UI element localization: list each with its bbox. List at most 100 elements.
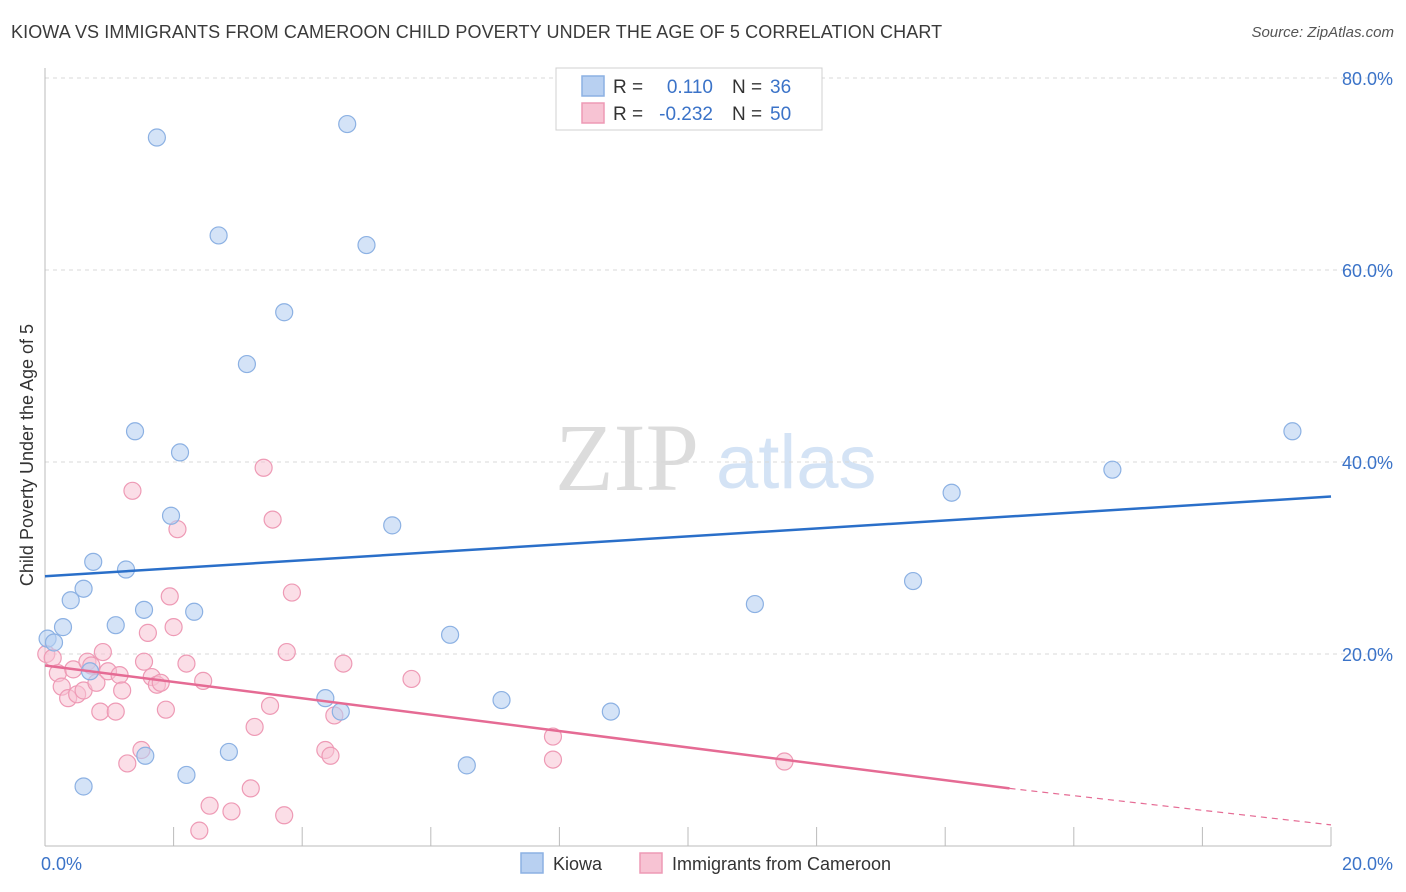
- cameroon-point-18: [123, 481, 142, 500]
- cameroon-point-36: [254, 458, 273, 477]
- series-cameroon-points: [37, 458, 794, 840]
- kiowa-point-19: [237, 354, 257, 374]
- cameroon-point-46: [402, 669, 421, 689]
- cameroon-point-25: [156, 700, 175, 719]
- x-tick-label-1: 20.0%: [1342, 854, 1393, 874]
- y-tick-label-3: 80.0%: [1342, 69, 1393, 89]
- cameroon-point-16: [113, 681, 132, 700]
- trend-lines: [44, 495, 1332, 826]
- stats-legend-swatch-kiowa: [581, 75, 605, 97]
- kiowa-point-15: [177, 765, 196, 785]
- stats-n-value-kiowa: 36: [770, 77, 791, 98]
- cameroon-point-48: [543, 750, 563, 769]
- cameroon-point-43: [321, 746, 340, 765]
- cameroon-point-40: [277, 642, 296, 662]
- kiowa-point-35: [74, 777, 93, 796]
- kiowa-point-30: [745, 594, 764, 614]
- kiowa-point-1: [44, 633, 64, 652]
- cameroon-trend-extension: [1009, 787, 1332, 826]
- kiowa-point-24: [357, 235, 376, 255]
- kiowa-point-32: [942, 483, 961, 502]
- cameroon-trend-line: [44, 664, 1010, 790]
- stats-legend-swatch-cameroon: [581, 102, 605, 124]
- kiowa-point-13: [161, 506, 181, 525]
- kiowa-point-10: [134, 600, 154, 619]
- chart-title: KIOWA VS IMMIGRANTS FROM CAMEROON CHILD …: [11, 22, 943, 42]
- kiowa-point-16: [185, 602, 204, 621]
- cameroon-point-14: [106, 702, 125, 721]
- kiowa-point-9: [125, 422, 145, 441]
- bottom-legend: Kiowa Immigrants from Cameroon: [520, 852, 891, 874]
- kiowa-point-12: [147, 128, 166, 147]
- axes: [44, 68, 1332, 847]
- kiowa-point-29: [601, 702, 620, 721]
- kiowa-point-25: [383, 516, 402, 535]
- y-axis-label: Child Poverty Under the Age of 5: [17, 324, 37, 586]
- kiowa-point-28: [492, 690, 511, 710]
- kiowa-point-7: [106, 616, 125, 635]
- cameroon-point-32: [200, 796, 219, 815]
- stats-r-value-kiowa: 0.110: [667, 77, 713, 98]
- kiowa-point-21: [316, 689, 335, 708]
- cameroon-point-33: [222, 802, 241, 821]
- cameroon-point-45: [334, 654, 353, 673]
- cameroon-point-20: [134, 652, 154, 671]
- kiowa-point-14: [170, 443, 190, 462]
- cameroon-point-30: [190, 821, 209, 840]
- x-tick-label-0: 0.0%: [41, 854, 82, 874]
- kiowa-point-33: [1103, 460, 1122, 479]
- kiowa-point-23: [338, 114, 357, 134]
- stats-r-label-cameroon: R =: [613, 104, 643, 125]
- cameroon-point-29: [177, 654, 196, 673]
- kiowa-trend-line: [44, 495, 1332, 578]
- cameroon-point-17: [118, 754, 137, 773]
- stats-r-value-cameroon: -0.232: [659, 104, 713, 125]
- kiowa-point-31: [903, 571, 923, 591]
- kiowa-point-6: [84, 552, 103, 571]
- kiowa-point-3: [61, 591, 80, 610]
- cameroon-point-47: [543, 727, 563, 746]
- kiowa-point-34: [1283, 422, 1302, 441]
- kiowa-point-22: [331, 702, 350, 721]
- watermark-zip: ZIP: [555, 404, 699, 511]
- cameroon-point-37: [260, 696, 280, 715]
- kiowa-point-11: [136, 746, 155, 765]
- cameroon-point-12: [93, 642, 112, 662]
- legend-label-cameroon: Immigrants from Cameroon: [672, 854, 891, 874]
- stats-n-label-cameroon: N =: [732, 104, 762, 125]
- cameroon-point-24: [151, 673, 170, 692]
- y-tick-labels: 20.0% 40.0% 60.0% 80.0%: [1342, 69, 1393, 665]
- cameroon-point-11: [91, 702, 110, 721]
- watermark-atlas: atlas: [716, 420, 877, 505]
- kiowa-point-27: [457, 756, 476, 775]
- y-tick-label-1: 40.0%: [1342, 453, 1393, 473]
- y-tick-label-0: 20.0%: [1342, 645, 1393, 665]
- kiowa-point-20: [275, 303, 294, 322]
- kiowa-point-26: [440, 625, 460, 644]
- y-tick-label-2: 60.0%: [1342, 261, 1393, 281]
- x-tick-labels: 0.0% 20.0%: [41, 854, 1393, 874]
- cameroon-point-41: [282, 583, 302, 602]
- stats-n-label-kiowa: N =: [732, 77, 762, 98]
- kiowa-point-2: [53, 618, 73, 637]
- source-label: Source: ZipAtlas.com: [1251, 24, 1394, 41]
- cameroon-point-21: [138, 623, 157, 642]
- cameroon-point-34: [241, 779, 260, 798]
- stats-n-value-cameroon: 50: [770, 104, 791, 125]
- kiowa-point-18: [219, 742, 238, 762]
- series-kiowa-points: [38, 114, 1302, 796]
- kiowa-point-4: [74, 579, 93, 598]
- kiowa-point-8: [116, 560, 136, 579]
- cameroon-point-35: [245, 717, 264, 737]
- stats-legend: R = 0.110 N = 36 R = -0.232 N = 50: [555, 67, 823, 131]
- cameroon-point-27: [164, 618, 183, 637]
- legend-swatch-kiowa: [520, 852, 544, 874]
- kiowa-point-17: [209, 226, 228, 245]
- cameroon-point-1: [43, 648, 62, 667]
- stats-r-label-kiowa: R =: [613, 77, 643, 98]
- cameroon-point-26: [160, 587, 179, 606]
- legend-label-kiowa: Kiowa: [553, 854, 603, 874]
- legend-swatch-cameroon: [639, 852, 663, 874]
- cameroon-point-39: [275, 806, 294, 825]
